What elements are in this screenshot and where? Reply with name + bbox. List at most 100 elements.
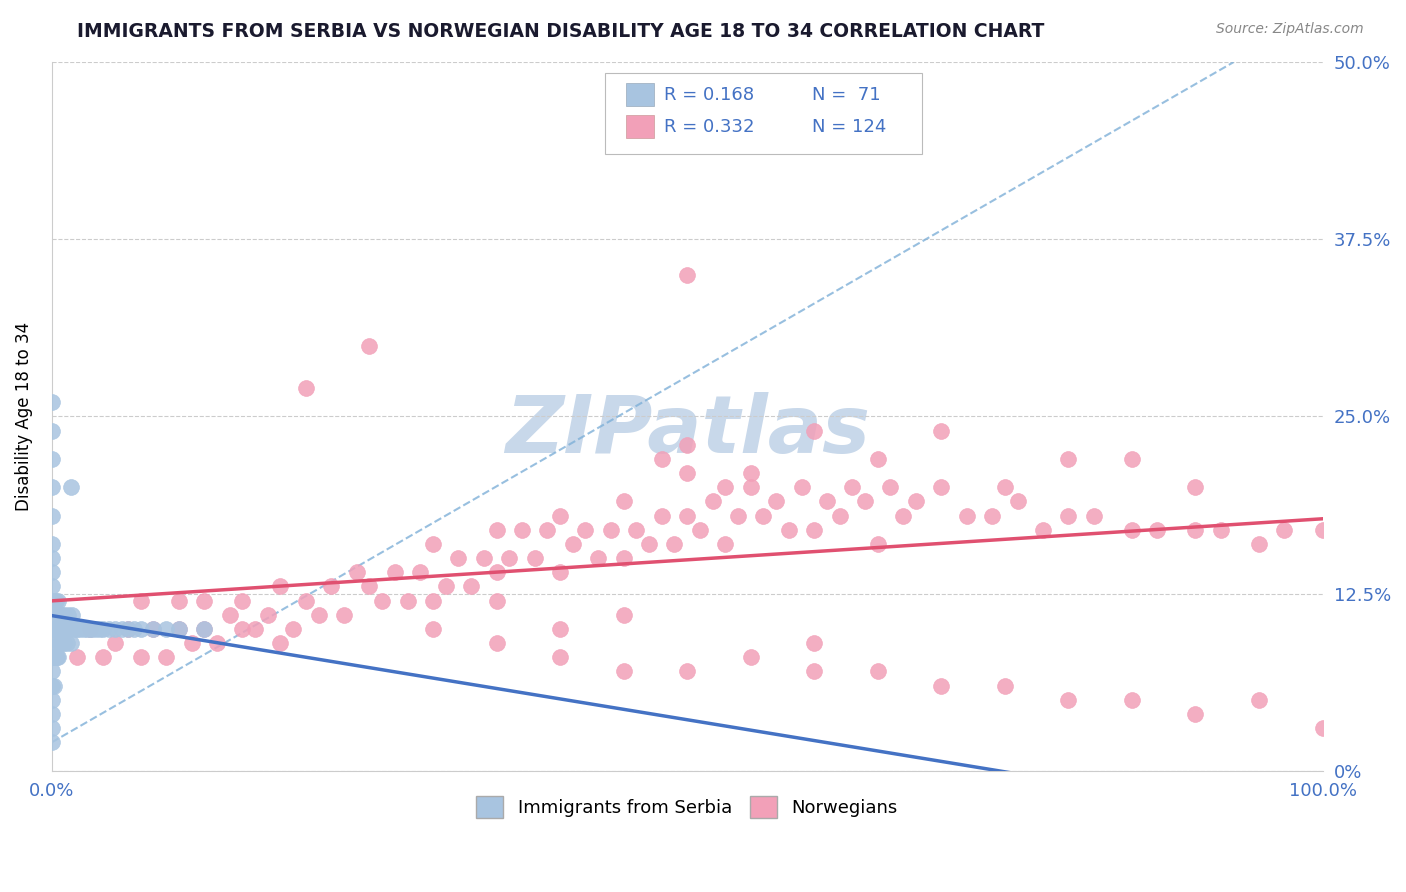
Point [422,622,444,636]
Y-axis label: Disability Age 18 to 34: Disability Age 18 to 34 [15,322,32,511]
Point [689,523,711,537]
Point [803,523,825,537]
Point [561,537,583,551]
Point [1121,523,1143,537]
Point [485,566,508,580]
Point [53,636,76,650]
Point [45,650,67,665]
Point [879,480,901,494]
Point [676,438,699,452]
Point [41,607,63,622]
Point [396,593,419,607]
Point [231,593,253,607]
Point [485,636,508,650]
Point [41,593,63,607]
Point [142,622,165,636]
Point [803,665,825,679]
Point [82,622,104,636]
Text: N = 124: N = 124 [811,118,886,136]
Point [498,551,520,566]
Point [142,622,165,636]
Point [79,622,101,636]
Point [346,566,368,580]
Point [371,593,394,607]
Point [104,622,127,636]
Point [384,566,406,580]
Point [91,622,114,636]
Point [41,665,63,679]
Point [48,636,70,650]
Point [904,494,927,508]
Point [1209,523,1232,537]
Point [41,706,63,721]
Point [548,650,571,665]
FancyBboxPatch shape [605,73,922,154]
Point [283,622,305,636]
Text: R = 0.168: R = 0.168 [664,86,755,103]
Point [45,593,67,607]
Point [41,650,63,665]
Point [69,622,91,636]
Point [42,622,65,636]
Point [778,523,800,537]
Point [599,523,621,537]
Point [129,593,152,607]
Point [66,622,89,636]
Point [44,622,66,636]
Point [586,551,609,566]
Point [269,579,291,593]
Point [472,551,495,566]
Point [167,622,190,636]
Point [548,566,571,580]
Point [41,451,63,466]
Point [193,622,215,636]
Point [321,579,343,593]
Point [536,523,558,537]
Point [702,494,724,508]
Point [117,622,139,636]
Point [651,508,673,523]
Point [104,636,127,650]
Point [52,622,75,636]
Point [256,607,278,622]
Point [956,508,979,523]
Point [359,579,381,593]
FancyBboxPatch shape [626,115,654,138]
Point [866,537,889,551]
Point [714,480,737,494]
Point [41,508,63,523]
Point [41,622,63,636]
Point [49,636,72,650]
Point [1274,523,1296,537]
Point [46,650,69,665]
Point [1146,523,1168,537]
Point [76,622,98,636]
Point [89,622,111,636]
Point [1184,523,1206,537]
Point [891,508,914,523]
Point [41,480,63,494]
FancyBboxPatch shape [626,83,654,106]
Point [803,424,825,438]
Text: R = 0.332: R = 0.332 [664,118,755,136]
Point [1247,693,1270,707]
Point [574,523,596,537]
Point [167,593,190,607]
Legend: Immigrants from Serbia, Norwegians: Immigrants from Serbia, Norwegians [470,789,905,825]
Point [1121,693,1143,707]
Point [46,622,69,636]
Point [193,622,215,636]
Point [929,480,952,494]
Point [613,494,636,508]
Point [66,650,89,665]
Point [676,466,699,480]
Point [1312,523,1334,537]
Point [714,537,737,551]
Point [231,622,253,636]
Point [740,650,762,665]
Point [929,679,952,693]
Point [409,566,432,580]
Point [295,381,318,395]
Point [1007,494,1029,508]
Point [815,494,838,508]
